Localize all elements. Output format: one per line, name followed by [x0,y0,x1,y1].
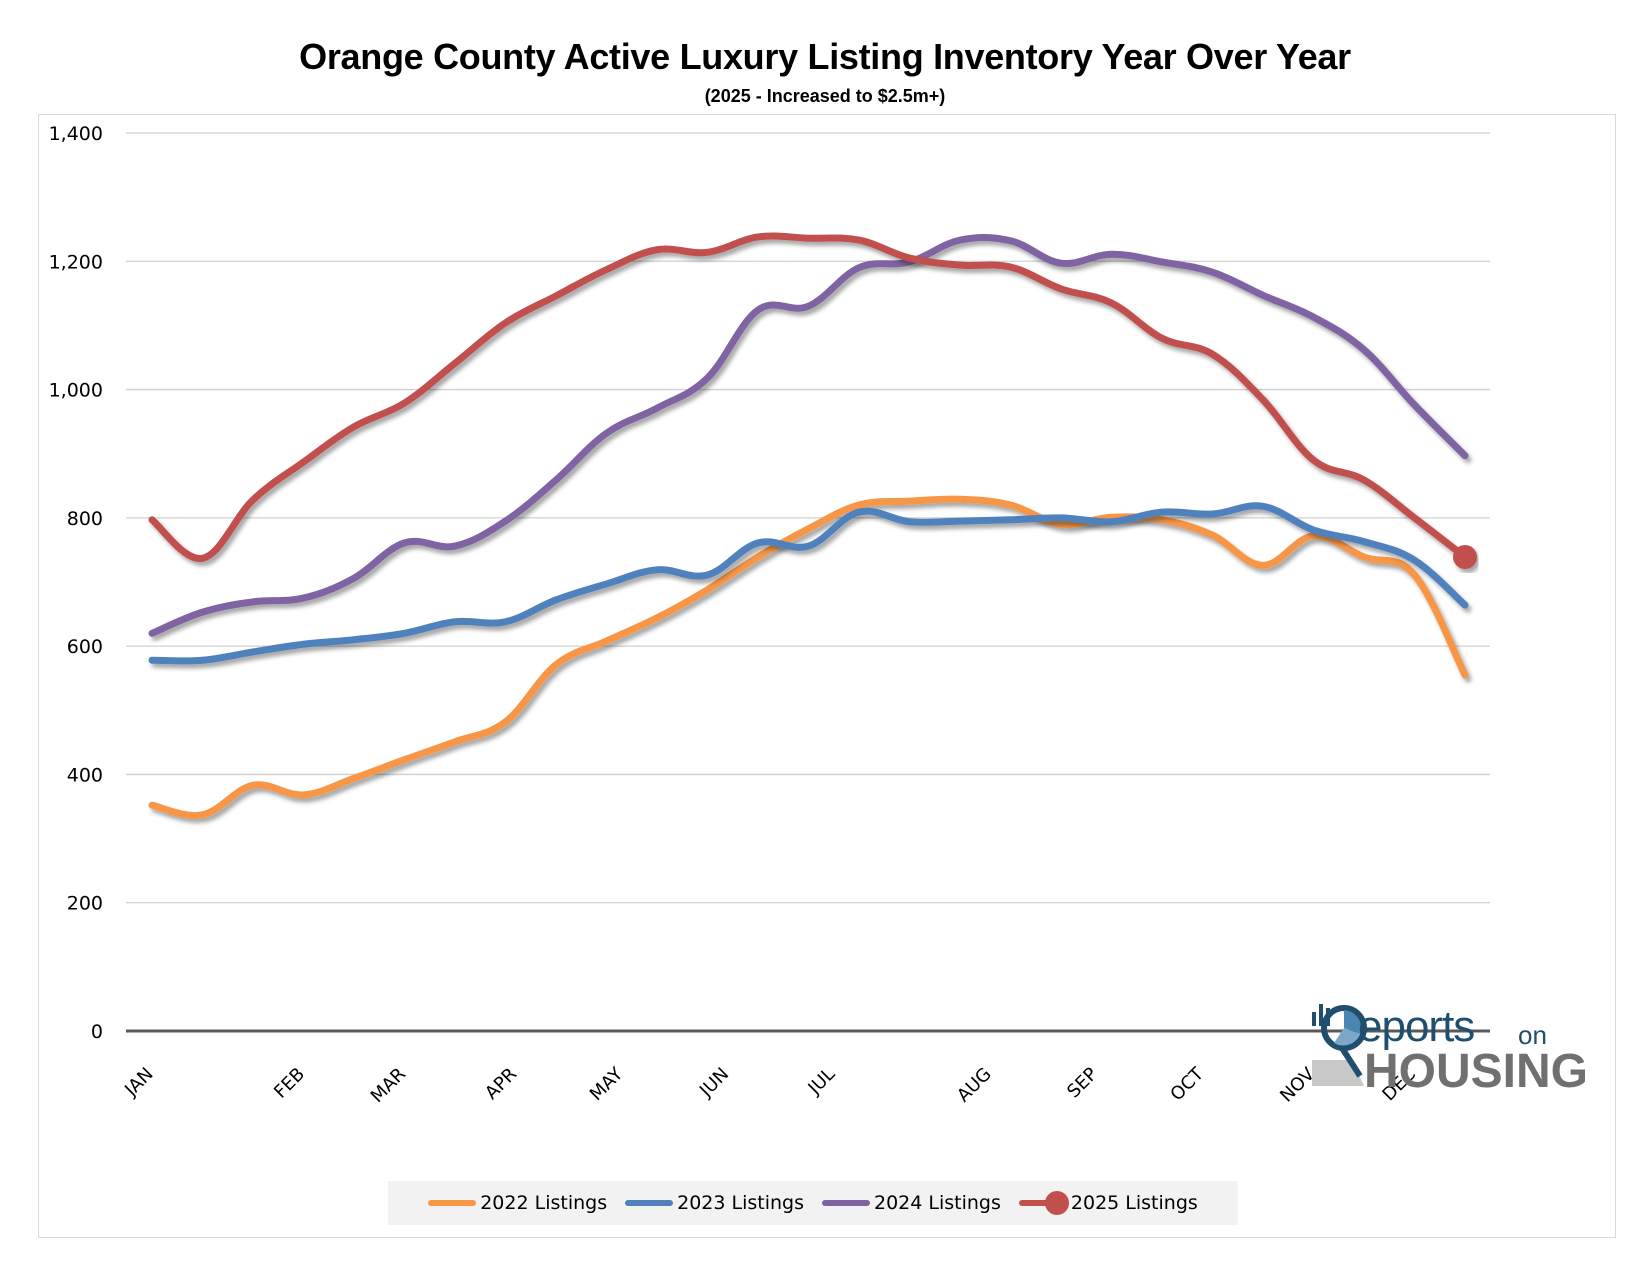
logo-reports-text: eports [1358,1002,1475,1051]
x-tick-label: JUL [804,1064,840,1100]
legend-label-2025: 2025 Listings [1070,1192,1198,1214]
legend-item-2025: 2025 Listings [1018,1191,1198,1215]
series-line-2023-listings [148,502,1469,665]
y-tick-label: 1,000 [49,380,103,402]
legend-swatch-2025 [1018,1191,1069,1215]
y-tick-label: 400 [67,764,103,786]
x-tick-label: OCT [1166,1063,1208,1105]
x-tick-label: APR [481,1064,521,1104]
magnifier-chart-icon [1312,1004,1367,1086]
x-tick-label: FEB [270,1064,309,1103]
x-axis-ticks: JAN FEB MAR APR MAY JUN JUL AUG SEP OCT NOV DEC [120,1063,1420,1107]
y-tick-label: 600 [67,636,103,658]
logo-on-text: on [1518,1020,1547,1050]
chart-subtitle: (2025 - Increased to $2.5m+) [704,86,946,106]
x-tick-label: MAY [586,1063,628,1105]
reports-on-housing-logo: eports on HOUSING [1312,998,1588,1098]
legend-swatch-2022 [428,1191,477,1215]
y-tick-label: 200 [67,893,103,915]
series-group [148,232,1477,820]
legend-item-2022: 2022 Listings [428,1191,607,1215]
x-tick-label: JUN [695,1064,733,1102]
legend-swatch-2023 [625,1191,674,1215]
end-marker-2025-listings [1453,544,1477,569]
legend-swatch-2024 [822,1191,870,1215]
legend-label-2023: 2023 Listings [677,1192,804,1214]
series-line-2025-listings [148,232,1469,562]
y-tick-label: 1,400 [49,123,103,145]
series-line-2022-listings [148,495,1469,820]
y-axis-ticks: 0 200 400 600 800 1,000 1,200 1,400 [49,123,103,1043]
legend-label-2024: 2024 Listings [874,1192,1001,1214]
legend-label-2022: 2022 Listings [480,1192,608,1214]
legend-item-2023: 2023 Listings [625,1191,804,1215]
chart-title: Orange County Active Luxury Listing Inve… [299,36,1351,77]
y-tick-label: 0 [91,1021,103,1043]
gridlines [126,132,1490,904]
legend: 2022 Listings 2023 Listings 2024 Listing… [388,1181,1238,1225]
y-tick-label: 800 [67,508,103,530]
series-line-2024-listings [148,233,1469,637]
chart-frame [38,114,1616,1238]
x-tick-label: AUG [953,1064,996,1107]
x-tick-label: MAR [367,1064,410,1107]
logo-housing-text: HOUSING [1364,1045,1589,1098]
legend-item-2024: 2024 Listings [822,1191,1001,1215]
y-tick-label: 1,200 [49,251,103,273]
x-tick-label: JAN [120,1064,157,1101]
x-tick-label: SEP [1063,1064,1102,1103]
